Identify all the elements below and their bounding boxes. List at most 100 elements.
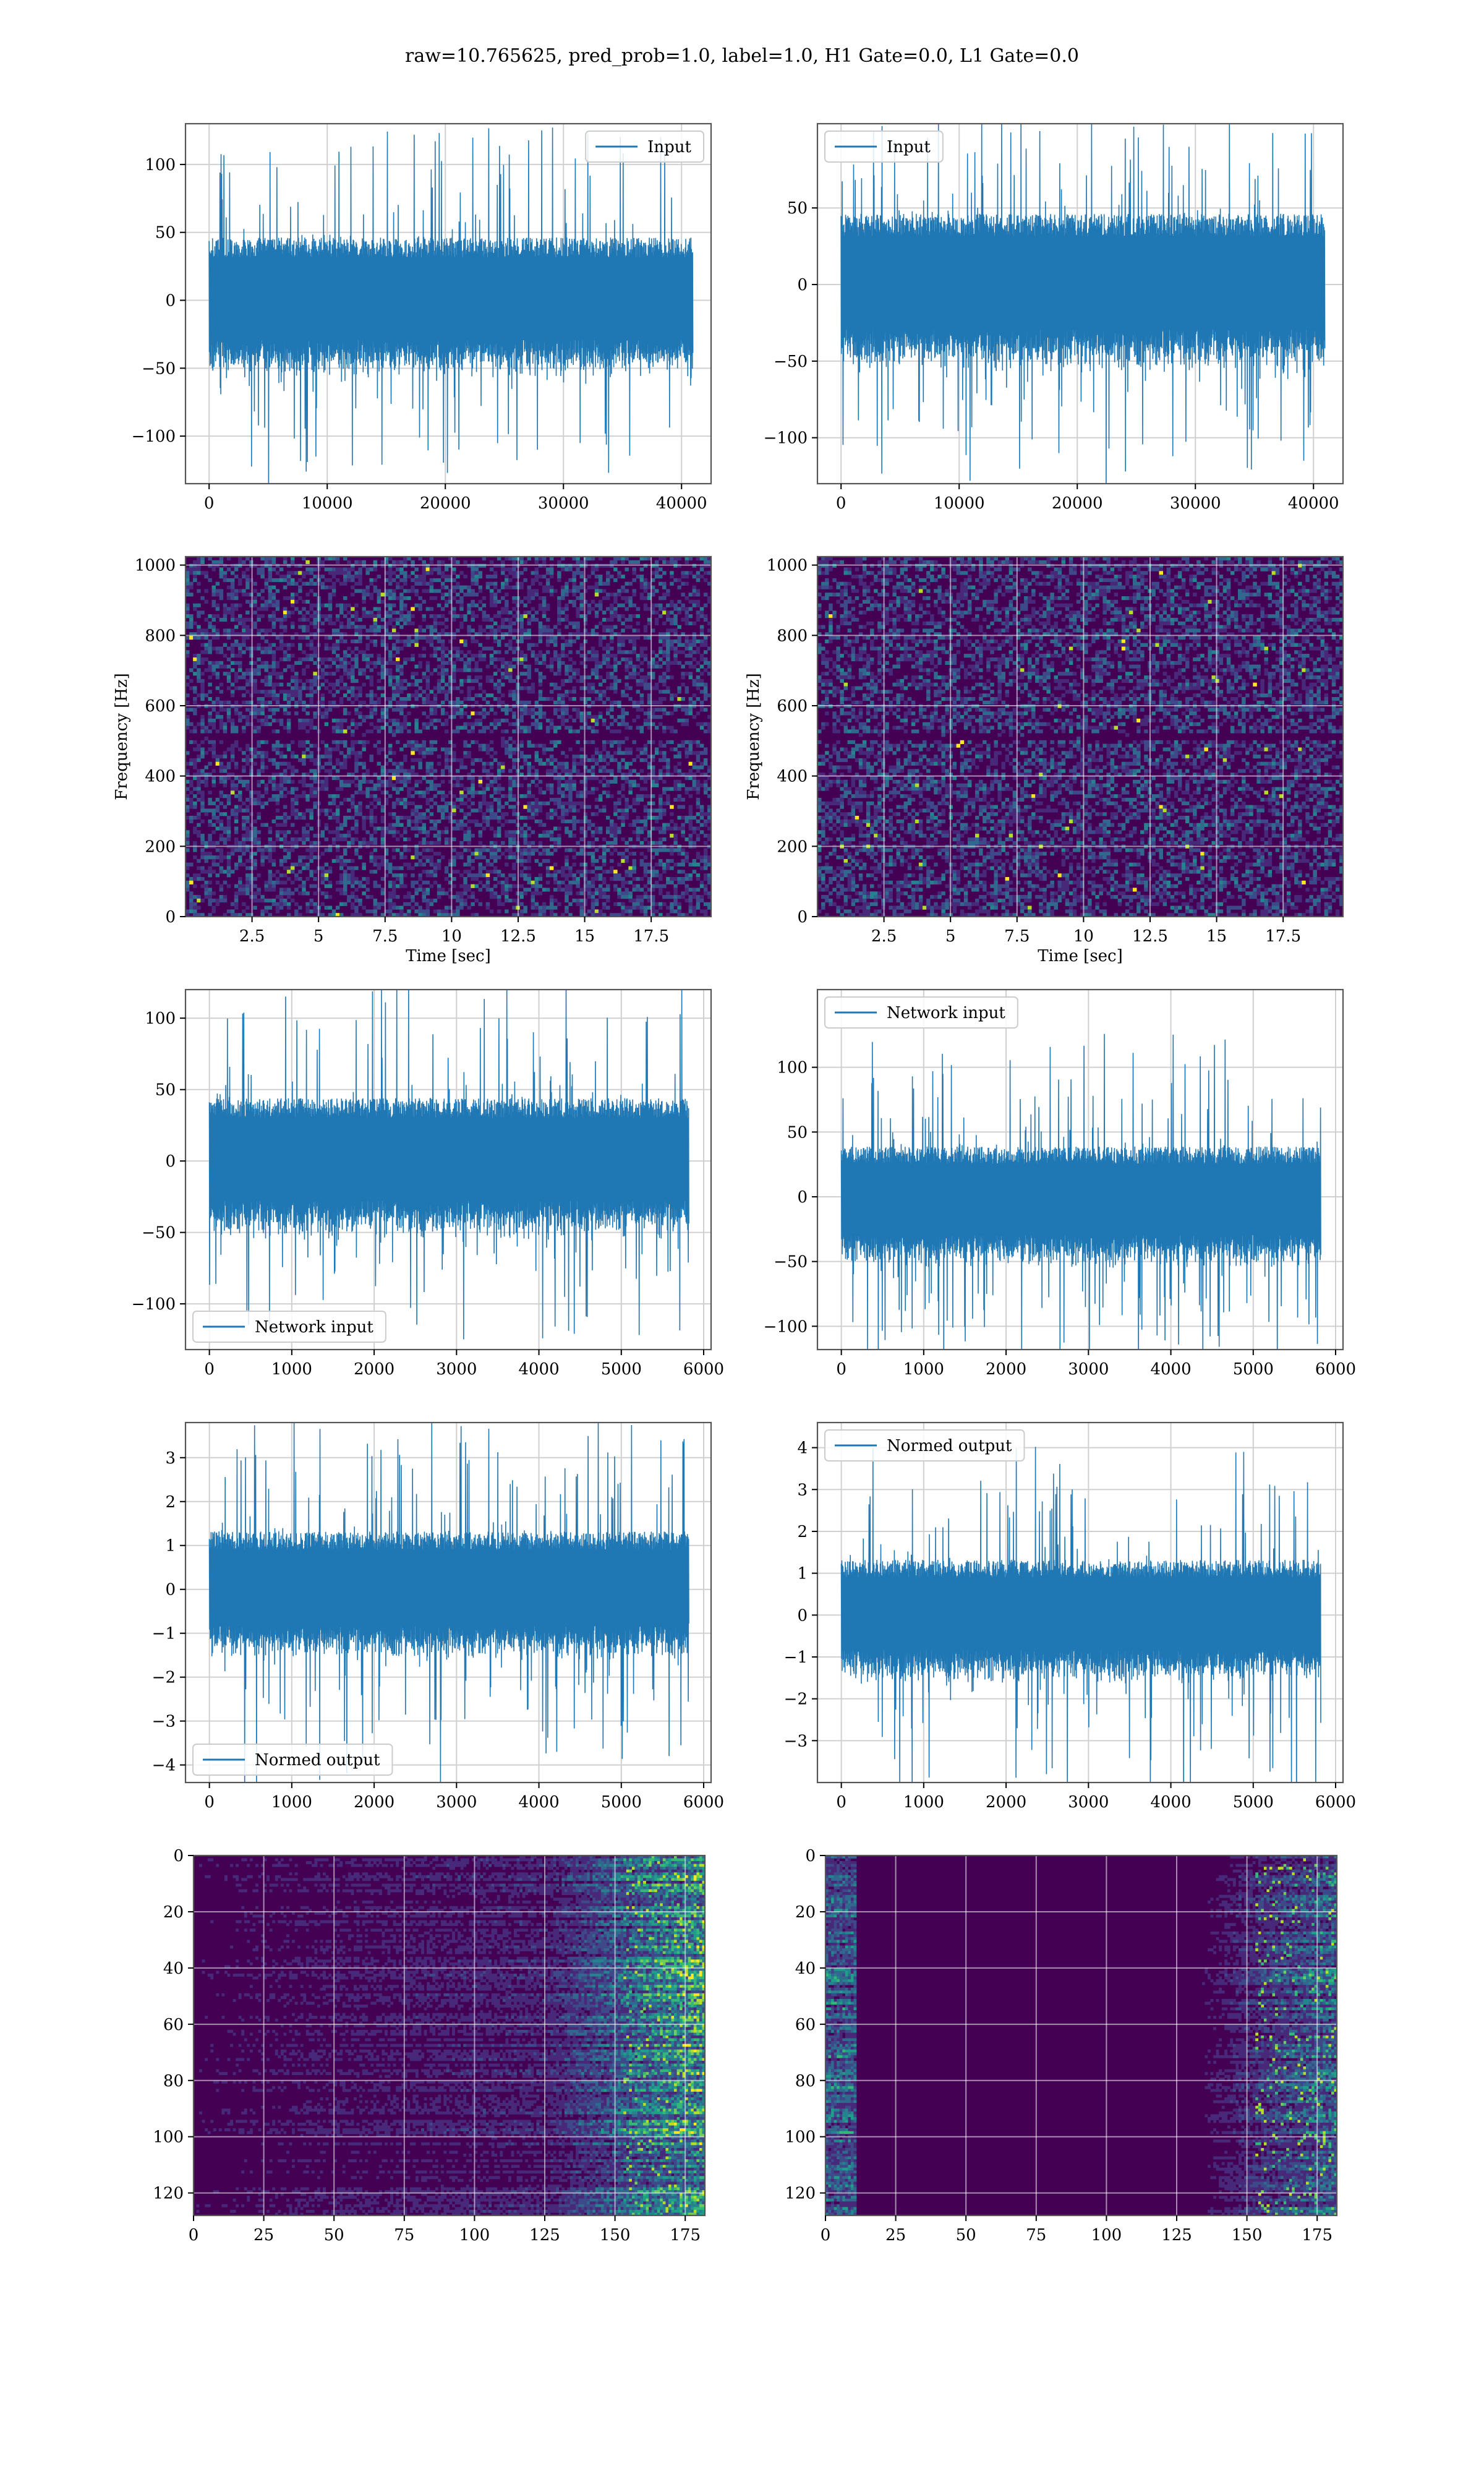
h1-feature-map-grid bbox=[193, 1855, 705, 2215]
l1-input-series-body bbox=[842, 239, 1324, 330]
l1-normed-output-ytick-label: −1 bbox=[784, 1648, 808, 1667]
l1-normed-output-legend: Normed output bbox=[824, 1429, 1025, 1462]
l1-network-input-ytick-label: −100 bbox=[764, 1317, 808, 1336]
l1-normed-output-ytick-label: 0 bbox=[797, 1606, 808, 1625]
l1-feature-map-ytick-label: 80 bbox=[795, 2072, 816, 2091]
h1-input-ytick-label: 100 bbox=[145, 156, 176, 174]
h1-normed-output-xtick-label: 3000 bbox=[436, 1793, 477, 1812]
h1-network-input-xtick-label: 4000 bbox=[518, 1360, 559, 1379]
l1-input-ytick-label: −50 bbox=[774, 353, 808, 371]
l1-spectrogram-cells bbox=[817, 557, 1343, 917]
l1-normed-output-ytick-label: −2 bbox=[784, 1690, 808, 1709]
l1-feature-map-xtick-label: 25 bbox=[885, 2226, 906, 2245]
h1-network-input-xtick-label: 6000 bbox=[683, 1360, 724, 1379]
h1-network-input-ytick-label: −50 bbox=[142, 1224, 176, 1243]
l1-normed-output-xtick-label: 2000 bbox=[986, 1793, 1026, 1812]
l1-input-panel: 0 10000 20000 30000 40000 −100 −50 0 50 Input bbox=[764, 122, 1344, 513]
l1-spectrogram-xtick-label: 10 bbox=[1073, 927, 1094, 946]
h1-input-panel: 0 10000 20000 30000 40000 −100 −50 0 50 100 Input bbox=[132, 122, 712, 513]
l1-normed-output-frame bbox=[816, 1421, 1344, 1784]
l1-network-input-series-body bbox=[842, 1166, 1320, 1235]
h1-feature-map-xtick-label: 175 bbox=[670, 2226, 701, 2245]
l1-normed-output-series-body bbox=[842, 1580, 1320, 1651]
l1-network-input-xtick-label: 5000 bbox=[1233, 1360, 1274, 1379]
l1-network-input-xtick-label: 3000 bbox=[1068, 1360, 1109, 1379]
l1-feature-map-frame bbox=[824, 1854, 1338, 2217]
h1-input-legend-label: Input bbox=[647, 138, 691, 156]
l1-input-xtick-label: 30000 bbox=[1170, 494, 1221, 513]
h1-spectrogram-cells bbox=[186, 557, 711, 917]
h1-feature-map-xtick-label: 125 bbox=[529, 2226, 560, 2245]
l1-spectrogram-xtick-label: 2.5 bbox=[871, 927, 897, 946]
h1-feature-map-ytick-label: 120 bbox=[153, 2185, 184, 2203]
h1-spectrogram-xtick-label: 15 bbox=[574, 927, 595, 946]
h1-normed-output-frame bbox=[184, 1421, 712, 1784]
l1-spectrogram-ytick-label: 200 bbox=[777, 837, 808, 856]
h1-spectrogram-ylabel: Frequency [Hz] bbox=[113, 673, 131, 800]
h1-feature-map-ytick-label: 20 bbox=[163, 1903, 184, 1922]
l1-network-input-ytick-label: −50 bbox=[774, 1253, 808, 1272]
h1-normed-output-ytick-label: 0 bbox=[165, 1581, 176, 1599]
l1-feature-map-xtick-label: 150 bbox=[1232, 2226, 1263, 2245]
l1-network-input-ytick-label: 100 bbox=[777, 1059, 808, 1077]
l1-input-ytick-label: −100 bbox=[764, 429, 808, 448]
l1-normed-output-ytick-label: 2 bbox=[797, 1523, 808, 1541]
h1-normed-output-ytick-label: −4 bbox=[152, 1757, 176, 1775]
l1-feature-map-ytick-label: 20 bbox=[795, 1903, 816, 1922]
l1-network-input-legend-label: Network input bbox=[887, 1004, 1005, 1022]
h1-network-input-frame bbox=[184, 988, 712, 1351]
l1-feature-map-xtick-label: 50 bbox=[956, 2226, 976, 2245]
l1-input-xtick-label: 0 bbox=[836, 494, 846, 513]
l1-network-input-frame bbox=[816, 988, 1344, 1351]
l1-normed-output-xtick-label: 1000 bbox=[903, 1793, 944, 1812]
l1-feature-map-xtick-label: 175 bbox=[1302, 2226, 1333, 2245]
h1-input-ytick-label: −50 bbox=[142, 359, 176, 378]
l1-normed-output-xtick-label: 0 bbox=[836, 1793, 846, 1812]
l1-spectrogram-frame bbox=[816, 555, 1344, 918]
h1-feature-map-ytick-label: 100 bbox=[153, 2128, 184, 2147]
l1-feature-map-ytick-label: 60 bbox=[795, 2016, 816, 2034]
h1-network-input-ytick-label: 100 bbox=[145, 1009, 176, 1028]
l1-spectrogram-ytick-label: 400 bbox=[777, 768, 808, 786]
h1-normed-output-xtick-label: 0 bbox=[204, 1793, 215, 1812]
l1-input-xtick-label: 40000 bbox=[1288, 494, 1339, 513]
h1-normed-output-ytick-label: 1 bbox=[165, 1537, 176, 1556]
l1-normed-output-ytick-label: −3 bbox=[784, 1732, 808, 1750]
h1-network-input-xtick-label: 1000 bbox=[271, 1360, 312, 1379]
h1-feature-map-ytick-label: 60 bbox=[163, 2016, 184, 2034]
h1-input-ytick-label: 50 bbox=[155, 224, 176, 242]
h1-feature-map-xtick-label: 75 bbox=[394, 2226, 414, 2245]
h1-normed-output-xtick-label: 1000 bbox=[271, 1793, 312, 1812]
h1-spectrogram-xlabel: Time [sec] bbox=[406, 947, 491, 965]
h1-spectrogram-ytick-label: 800 bbox=[145, 627, 176, 645]
l1-normed-output-panel: 0 1000 2000 3000 4000 5000 6000 −3 −2 −1 0 1 2 3 4 Norm… bbox=[784, 1421, 1356, 1812]
l1-spectrogram-xtick-label: 12.5 bbox=[1132, 927, 1168, 946]
h1-feature-map-xtick-label: 100 bbox=[459, 2226, 490, 2245]
h1-network-input-legend: Network input bbox=[192, 1311, 386, 1343]
h1-normed-output-xtick-label: 5000 bbox=[601, 1793, 642, 1812]
l1-input-legend: Input bbox=[824, 131, 944, 163]
l1-feature-map-ytick-label: 120 bbox=[785, 2185, 816, 2203]
h1-network-input-xtick-label: 0 bbox=[204, 1360, 215, 1379]
l1-feature-map-cells bbox=[825, 1856, 1337, 2215]
l1-network-input-legend: Network input bbox=[824, 996, 1018, 1029]
h1-input-xtick-label: 0 bbox=[204, 494, 215, 513]
h1-spectrogram-ytick-label: 1000 bbox=[135, 557, 176, 575]
l1-network-input-xtick-label: 2000 bbox=[986, 1360, 1026, 1379]
h1-feature-map-xtick-label: 25 bbox=[254, 2226, 274, 2245]
l1-feature-map-xtick-label: 125 bbox=[1161, 2226, 1192, 2245]
h1-spectrogram-ytick-label: 0 bbox=[165, 908, 176, 927]
l1-spectrogram-panel: 2.5 5 7.5 10 12.5 15 17.5 0 200 400 600 800 1000 Time… bbox=[744, 555, 1344, 965]
h1-normed-output-ytick-label: −1 bbox=[152, 1625, 176, 1643]
h1-spectrogram-frame bbox=[184, 555, 712, 918]
h1-feature-map-cells bbox=[194, 1856, 705, 2215]
l1-spectrogram-xtick-label: 17.5 bbox=[1265, 927, 1301, 946]
h1-network-input-legend-label: Network input bbox=[255, 1318, 373, 1337]
l1-network-input-panel: 0 1000 2000 3000 4000 5000 6000 −100 −50 0 50 100 Ne… bbox=[764, 988, 1356, 1379]
figure-title: raw=10.765625, pred_prob=1.0, label=1.0,… bbox=[405, 45, 1079, 67]
l1-input-ytick-label: 0 bbox=[797, 276, 808, 294]
l1-spectrogram-xtick-label: 7.5 bbox=[1004, 927, 1030, 946]
h1-normed-output-ytick-label: −3 bbox=[152, 1713, 176, 1731]
h1-normed-output-panel: 0 1000 2000 3000 4000 5000 6000 −4 −3 −2 −1 0 1 2 3 Nor… bbox=[152, 1421, 724, 1812]
